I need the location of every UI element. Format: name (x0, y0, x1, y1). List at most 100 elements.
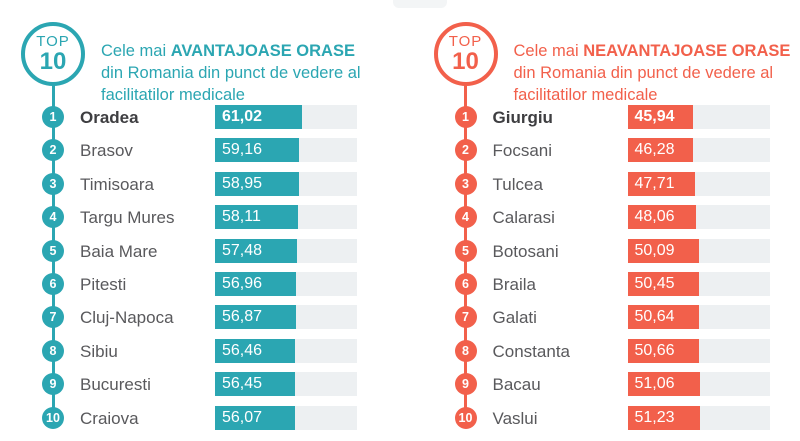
bar-fill: 58,11 (215, 205, 298, 230)
ranking-row: 10 Vaslui 51,23 (400, 405, 800, 430)
rank-badge: 4 (454, 206, 477, 229)
bar-track: 50,45 (627, 271, 770, 296)
ranking-row: 7 Galati 50,64 (400, 305, 800, 330)
bar-fill: 47,71 (627, 171, 696, 196)
rank-badge: 8 (454, 339, 477, 362)
panel-disadvantageous-cities: TOP 10 Cele mai NEAVANTAJOASE ORASE din … (400, 0, 800, 441)
rank-badge: 5 (42, 239, 64, 262)
top10-badge-number: 10 (452, 48, 479, 75)
panel-title-prefix: Cele mai (513, 41, 579, 60)
city-name: Calarasi (492, 208, 555, 228)
rank-badge-number: 10 (46, 410, 60, 425)
bar-fill: 56,46 (215, 338, 296, 363)
city-name: Galati (492, 308, 537, 328)
bar-value: 50,64 (634, 308, 675, 326)
bar-fill: 56,45 (215, 372, 296, 397)
rank-badge-number: 8 (462, 343, 469, 358)
ranking-row: 1 Oradea 61,02 (0, 105, 400, 129)
city-name: Botosani (492, 241, 559, 261)
ranking-row: 4 Targu Mures 58,11 (0, 205, 400, 230)
ranking-row: 5 Baia Mare 57,48 (0, 238, 400, 263)
rank-badge-number: 8 (49, 343, 57, 358)
bar-value: 56,87 (222, 308, 263, 326)
bar-fill: 45,94 (627, 105, 693, 129)
rank-badge: 3 (42, 172, 64, 195)
bar-fill: 50,09 (627, 238, 699, 263)
bar-value: 58,95 (222, 174, 263, 192)
panel-title: Cele mai AVANTAJOASE ORASE din Romania d… (101, 40, 373, 106)
panel-title-highlight: NEAVANTAJOASE ORASE (583, 41, 791, 60)
ranking-row: 1 Giurgiu 45,94 (400, 105, 800, 129)
bar-value: 51,06 (634, 375, 675, 393)
bar-fill: 46,28 (627, 138, 694, 163)
rank-badge-number: 7 (49, 310, 57, 325)
panel-title-rest: din Romania din punct de vedere al facil… (513, 63, 774, 104)
rank-badge: 6 (454, 272, 477, 295)
rank-badge: 7 (454, 306, 477, 329)
bar-track: 56,96 (215, 271, 357, 296)
city-name: Tulcea (492, 174, 543, 194)
rank-badge-number: 1 (462, 110, 469, 124)
bar-fill: 58,95 (215, 171, 299, 196)
bar-fill: 50,66 (627, 338, 700, 363)
bar-value: 56,96 (222, 274, 263, 292)
bar-fill: 57,48 (215, 238, 297, 263)
bar-track: 50,64 (627, 305, 770, 330)
bar-track: 61,02 (215, 105, 357, 129)
rank-badge-number: 3 (49, 176, 57, 191)
city-name: Giurgiu (492, 108, 553, 127)
rank-badge: 2 (454, 139, 477, 162)
rank-badge: 6 (42, 272, 64, 295)
bar-fill: 51,06 (627, 372, 700, 397)
bar-value: 48,06 (634, 208, 675, 226)
city-name: Craiova (80, 408, 139, 428)
bar-value: 58,11 (222, 208, 261, 226)
city-name: Bucuresti (80, 375, 151, 395)
city-name: Sibiu (80, 341, 118, 361)
bar-value: 56,07 (222, 408, 263, 426)
ranking-row: 2 Focsani 46,28 (400, 138, 800, 163)
rank-badge-number: 9 (462, 377, 469, 392)
bar-track: 56,46 (215, 338, 357, 363)
city-name: Focsani (492, 141, 553, 161)
rank-badge-number: 4 (49, 210, 57, 225)
ranking-row: 2 Brasov 59,16 (0, 138, 400, 163)
city-name: Oradea (80, 108, 139, 127)
city-name: Braila (492, 274, 536, 294)
bar-track: 58,95 (215, 171, 357, 196)
bar-fill: 61,02 (215, 105, 302, 129)
bar-value: 45,94 (634, 108, 675, 125)
ranking-row: 6 Braila 50,45 (400, 271, 800, 296)
city-name: Cluj-Napoca (80, 308, 174, 328)
city-name: Timisoara (80, 174, 154, 194)
rank-badge: 1 (42, 106, 64, 128)
rank-badge: 8 (42, 339, 64, 362)
bar-value: 59,16 (222, 141, 263, 159)
ranking-row: 10 Craiova 56,07 (0, 405, 400, 430)
bar-fill: 50,45 (627, 271, 700, 296)
ranking-row: 7 Cluj-Napoca 56,87 (0, 305, 400, 330)
bar-fill: 56,96 (215, 271, 296, 296)
bar-track: 56,45 (215, 372, 357, 397)
bar-fill: 48,06 (627, 205, 696, 230)
top10-badge-number: 10 (39, 48, 67, 75)
bar-track: 51,06 (627, 372, 770, 397)
city-name: Pitesti (80, 274, 127, 294)
panel-title-rest: din Romania din punct de vedere al facil… (101, 63, 361, 104)
bar-value: 50,09 (634, 241, 675, 259)
bar-track: 47,71 (627, 171, 770, 196)
rank-badge-number: 9 (49, 377, 57, 392)
top10-badge: TOP 10 (433, 22, 498, 86)
rank-badge: 2 (42, 139, 64, 162)
bar-fill: 56,07 (215, 405, 295, 430)
bar-track: 59,16 (215, 138, 357, 163)
bar-value: 50,66 (634, 341, 675, 359)
ranking-row: 8 Sibiu 56,46 (0, 338, 400, 363)
city-name: Vaslui (492, 408, 538, 428)
rank-badge-number: 4 (462, 210, 469, 225)
bar-track: 46,28 (627, 138, 770, 163)
city-name: Bacau (492, 375, 541, 395)
ranking-row: 5 Botosani 50,09 (400, 238, 800, 263)
ranking-row: 9 Bacau 51,06 (400, 372, 800, 397)
rank-badge-number: 5 (462, 243, 469, 258)
